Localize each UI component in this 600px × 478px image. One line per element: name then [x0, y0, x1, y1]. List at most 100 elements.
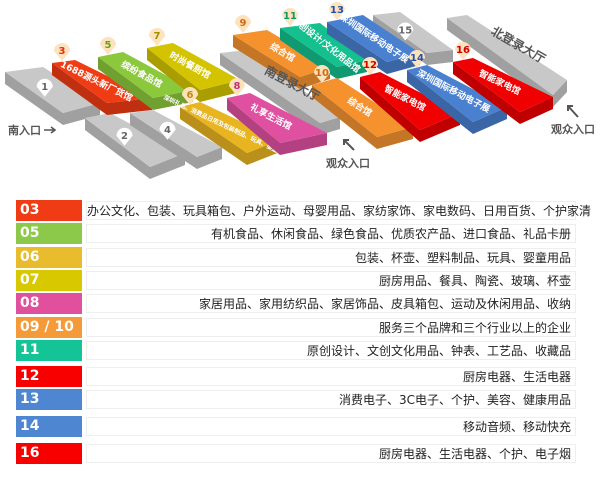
arrow-up-left-icon	[567, 105, 579, 118]
map-pin-icon	[314, 65, 330, 83]
hall-number: 2	[121, 131, 128, 142]
map-pin-icon	[116, 127, 133, 146]
hall-code-badge: 09 / 10	[16, 317, 82, 338]
map-pin-icon	[100, 37, 116, 55]
hall-categories: 原创设计、文创文化用品、钟表、工艺品、收藏品	[86, 341, 576, 360]
hall-side	[327, 22, 420, 74]
hall-code-badge: 12	[16, 366, 82, 387]
hall-categories: 有机食品、休闲食品、绿色食品、优质农产品、进口食品、礼品卡册	[86, 224, 576, 243]
hall-number-pin: 6	[182, 87, 198, 105]
hall-top	[280, 23, 367, 67]
hall-side	[5, 72, 100, 125]
arrow-right-icon	[44, 126, 57, 134]
legend-row: 16 厨房电器、生活电器、个护、电子烟	[16, 443, 576, 464]
hall-number-pin: 14	[409, 50, 425, 68]
hall-top	[312, 78, 413, 137]
hall-top	[453, 58, 553, 112]
legend-row: 07 厨房用品、餐具、陶瓷、玻璃、杯壶	[16, 270, 576, 291]
hall-side	[220, 53, 340, 135]
hall-number-pin: 3	[54, 43, 70, 61]
hall-top	[220, 50, 340, 123]
hall-15[interactable]: 15	[373, 12, 453, 65]
visitor-entrance-label: 观众入口	[551, 122, 595, 136]
hall-number: 6	[187, 90, 194, 101]
hall-number-pin: 5	[100, 37, 116, 55]
hall-side	[147, 48, 240, 102]
hall-number: 14	[410, 53, 424, 64]
hall-number: 9	[240, 18, 247, 29]
hall-code-badge: 11	[16, 340, 82, 361]
hall-code-badge: 05	[16, 223, 82, 244]
hall-top	[360, 72, 460, 130]
hall-top	[52, 60, 152, 103]
hall-number: 15	[398, 26, 412, 37]
hall-number: 5	[105, 40, 112, 51]
hall-top	[233, 30, 330, 77]
hall-side	[227, 98, 327, 155]
hall-number-pin: 7	[149, 28, 165, 46]
hall-top	[407, 65, 507, 122]
hall-side	[312, 85, 413, 149]
hall-top	[180, 102, 280, 153]
floor-map: 124151688源头新厂货馆3缤纷食品馆5时尚餐厨馆7深圳礼品、消费品日用及包…	[5, 2, 595, 179]
legend-row: 12 厨房电器、生活电器	[16, 366, 576, 387]
legend-row: 09 / 10 服务三个品牌和三个行业以上的企业	[16, 317, 576, 338]
hall-side	[180, 107, 280, 165]
hall-code-badge: 13	[16, 389, 82, 410]
hall-number: 1	[41, 82, 48, 93]
map-pin-icon	[235, 15, 251, 33]
hall-number: 4	[164, 125, 171, 136]
legend-row: 05 有机食品、休闲食品、绿色食品、优质农产品、进口食品、礼品卡册	[16, 223, 576, 244]
hall-code-badge: 06	[16, 247, 82, 268]
hall-side	[52, 63, 152, 115]
hall-number: 3	[59, 46, 66, 57]
hall-categories: 厨房用品、餐具、陶瓷、玻璃、杯壶	[86, 271, 576, 290]
hall-number-pin: 10	[314, 65, 330, 83]
map-pin-icon	[149, 28, 165, 46]
hall-number-pin: 2	[116, 127, 133, 146]
hall-categories: 厨房电器、生活电器	[86, 367, 576, 386]
hall-4[interactable]: 4	[130, 110, 222, 169]
map-pin-icon	[54, 43, 70, 61]
hall-number: 13	[330, 5, 344, 16]
hall-number-pin: 15	[397, 22, 414, 41]
hall-code-badge: 16	[16, 443, 82, 464]
hall-1[interactable]: 1	[5, 67, 100, 125]
hall-side	[407, 70, 507, 134]
hall-number: 8	[234, 81, 241, 92]
hall-top	[85, 113, 185, 167]
hall-side	[373, 15, 453, 65]
hall-categories: 厨房电器、生活电器、个护、电子烟	[86, 444, 576, 463]
hall-top	[98, 52, 193, 98]
hall-number-pin: 1	[36, 78, 53, 97]
hall-categories: 消费电子、3C电子、个护、美容、健康用品	[86, 390, 576, 409]
hall-side	[453, 62, 553, 124]
hall-top	[5, 67, 100, 113]
map-pin-icon	[229, 78, 245, 96]
hall-side	[360, 77, 460, 142]
north-lobby[interactable]	[447, 15, 567, 107]
hall-top	[327, 15, 420, 62]
hall-top	[130, 110, 222, 157]
hall-side	[280, 28, 367, 79]
hall-2[interactable]: 2	[85, 113, 185, 179]
legend-row: 14 移动音频、移动快充	[16, 416, 576, 437]
south-entrance-label: 南入口	[8, 123, 41, 137]
hall-code-badge: 08	[16, 293, 82, 314]
legend-row: 13 消费电子、3C电子、个护、美容、健康用品	[16, 389, 576, 410]
hall-number-pin: 16	[455, 42, 471, 60]
hall-categories: 办公文化、包装、玩具箱包、户外运动、母婴用品、家纺家饰、家电数码、日用百货、个护…	[86, 201, 591, 220]
hall-code-badge: 03	[16, 200, 82, 221]
hall-code-badge: 07	[16, 270, 82, 291]
hall-code-badge: 14	[16, 416, 82, 437]
hall-top	[447, 15, 567, 95]
map-pin-icon	[455, 42, 471, 60]
hall-number-pin: 8	[229, 78, 245, 96]
hall-categories: 家居用品、家用纺织品、家居饰品、皮具箱包、运动及休闲用品、收纳	[86, 294, 576, 313]
south-lobby[interactable]	[220, 50, 340, 135]
legend-row: 06 包装、杯壶、塑料制品、玩具、婴童用品	[16, 247, 576, 268]
